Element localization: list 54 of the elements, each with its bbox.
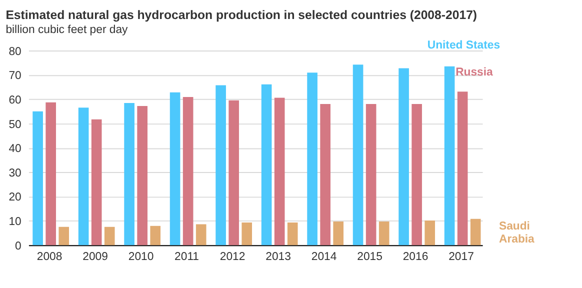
bar	[287, 222, 298, 246]
x-tick-label: 2012	[220, 250, 246, 263]
bar	[457, 92, 468, 246]
bar	[104, 226, 115, 246]
bar	[32, 111, 43, 246]
y-tick-label: 60	[8, 94, 22, 106]
bar	[78, 108, 89, 246]
bar	[378, 222, 390, 246]
x-tick-label: 2014	[311, 250, 337, 263]
bar	[333, 222, 344, 246]
bar	[228, 100, 239, 246]
bar	[274, 98, 285, 246]
series-label: Russia	[456, 66, 494, 78]
y-tick-label: 10	[8, 216, 22, 228]
bar	[398, 68, 409, 246]
x-tick-label: 2010	[128, 250, 154, 263]
x-tick-label: 2009	[82, 250, 108, 263]
bar	[242, 222, 252, 246]
x-tick-label: 2016	[402, 250, 428, 263]
bar	[216, 85, 226, 246]
bar	[470, 218, 481, 246]
x-tick-label: 2011	[174, 250, 200, 263]
bar	[444, 66, 455, 246]
bar	[46, 102, 56, 246]
bar	[196, 224, 206, 246]
x-tick-label: 2015	[357, 250, 382, 263]
y-axis-title: billion cubic feet per day	[6, 24, 128, 36]
x-tick-label: 2008	[36, 250, 62, 263]
x-tick-label: 2013	[266, 250, 291, 263]
bar	[58, 226, 70, 246]
bar	[124, 103, 134, 246]
bar	[352, 64, 364, 246]
bar	[320, 104, 330, 246]
y-tick-label: 40	[8, 143, 22, 156]
bar	[91, 119, 102, 246]
y-tick-label: 20	[8, 192, 22, 204]
bar	[170, 92, 180, 246]
y-tick-label: 0	[15, 240, 22, 252]
y-tick-label: 70	[8, 70, 22, 82]
y-tick-label: 80	[8, 46, 22, 58]
text: United States	[427, 39, 500, 52]
y-tick-label: 30	[8, 167, 22, 180]
bar	[182, 96, 194, 246]
bar	[150, 226, 161, 246]
bar	[412, 104, 422, 246]
chart-title: Estimated natural gas hydrocarbon production in selected countries (2008-2017)	[6, 8, 478, 22]
series-label: Saudi Arabia	[498, 220, 536, 246]
bar	[261, 84, 272, 246]
y-tick-label: 50	[8, 118, 22, 131]
bar	[307, 72, 318, 246]
bar	[424, 220, 436, 246]
x-tick-label: 2017	[448, 250, 474, 263]
bar	[137, 106, 148, 246]
bar	[366, 104, 376, 246]
